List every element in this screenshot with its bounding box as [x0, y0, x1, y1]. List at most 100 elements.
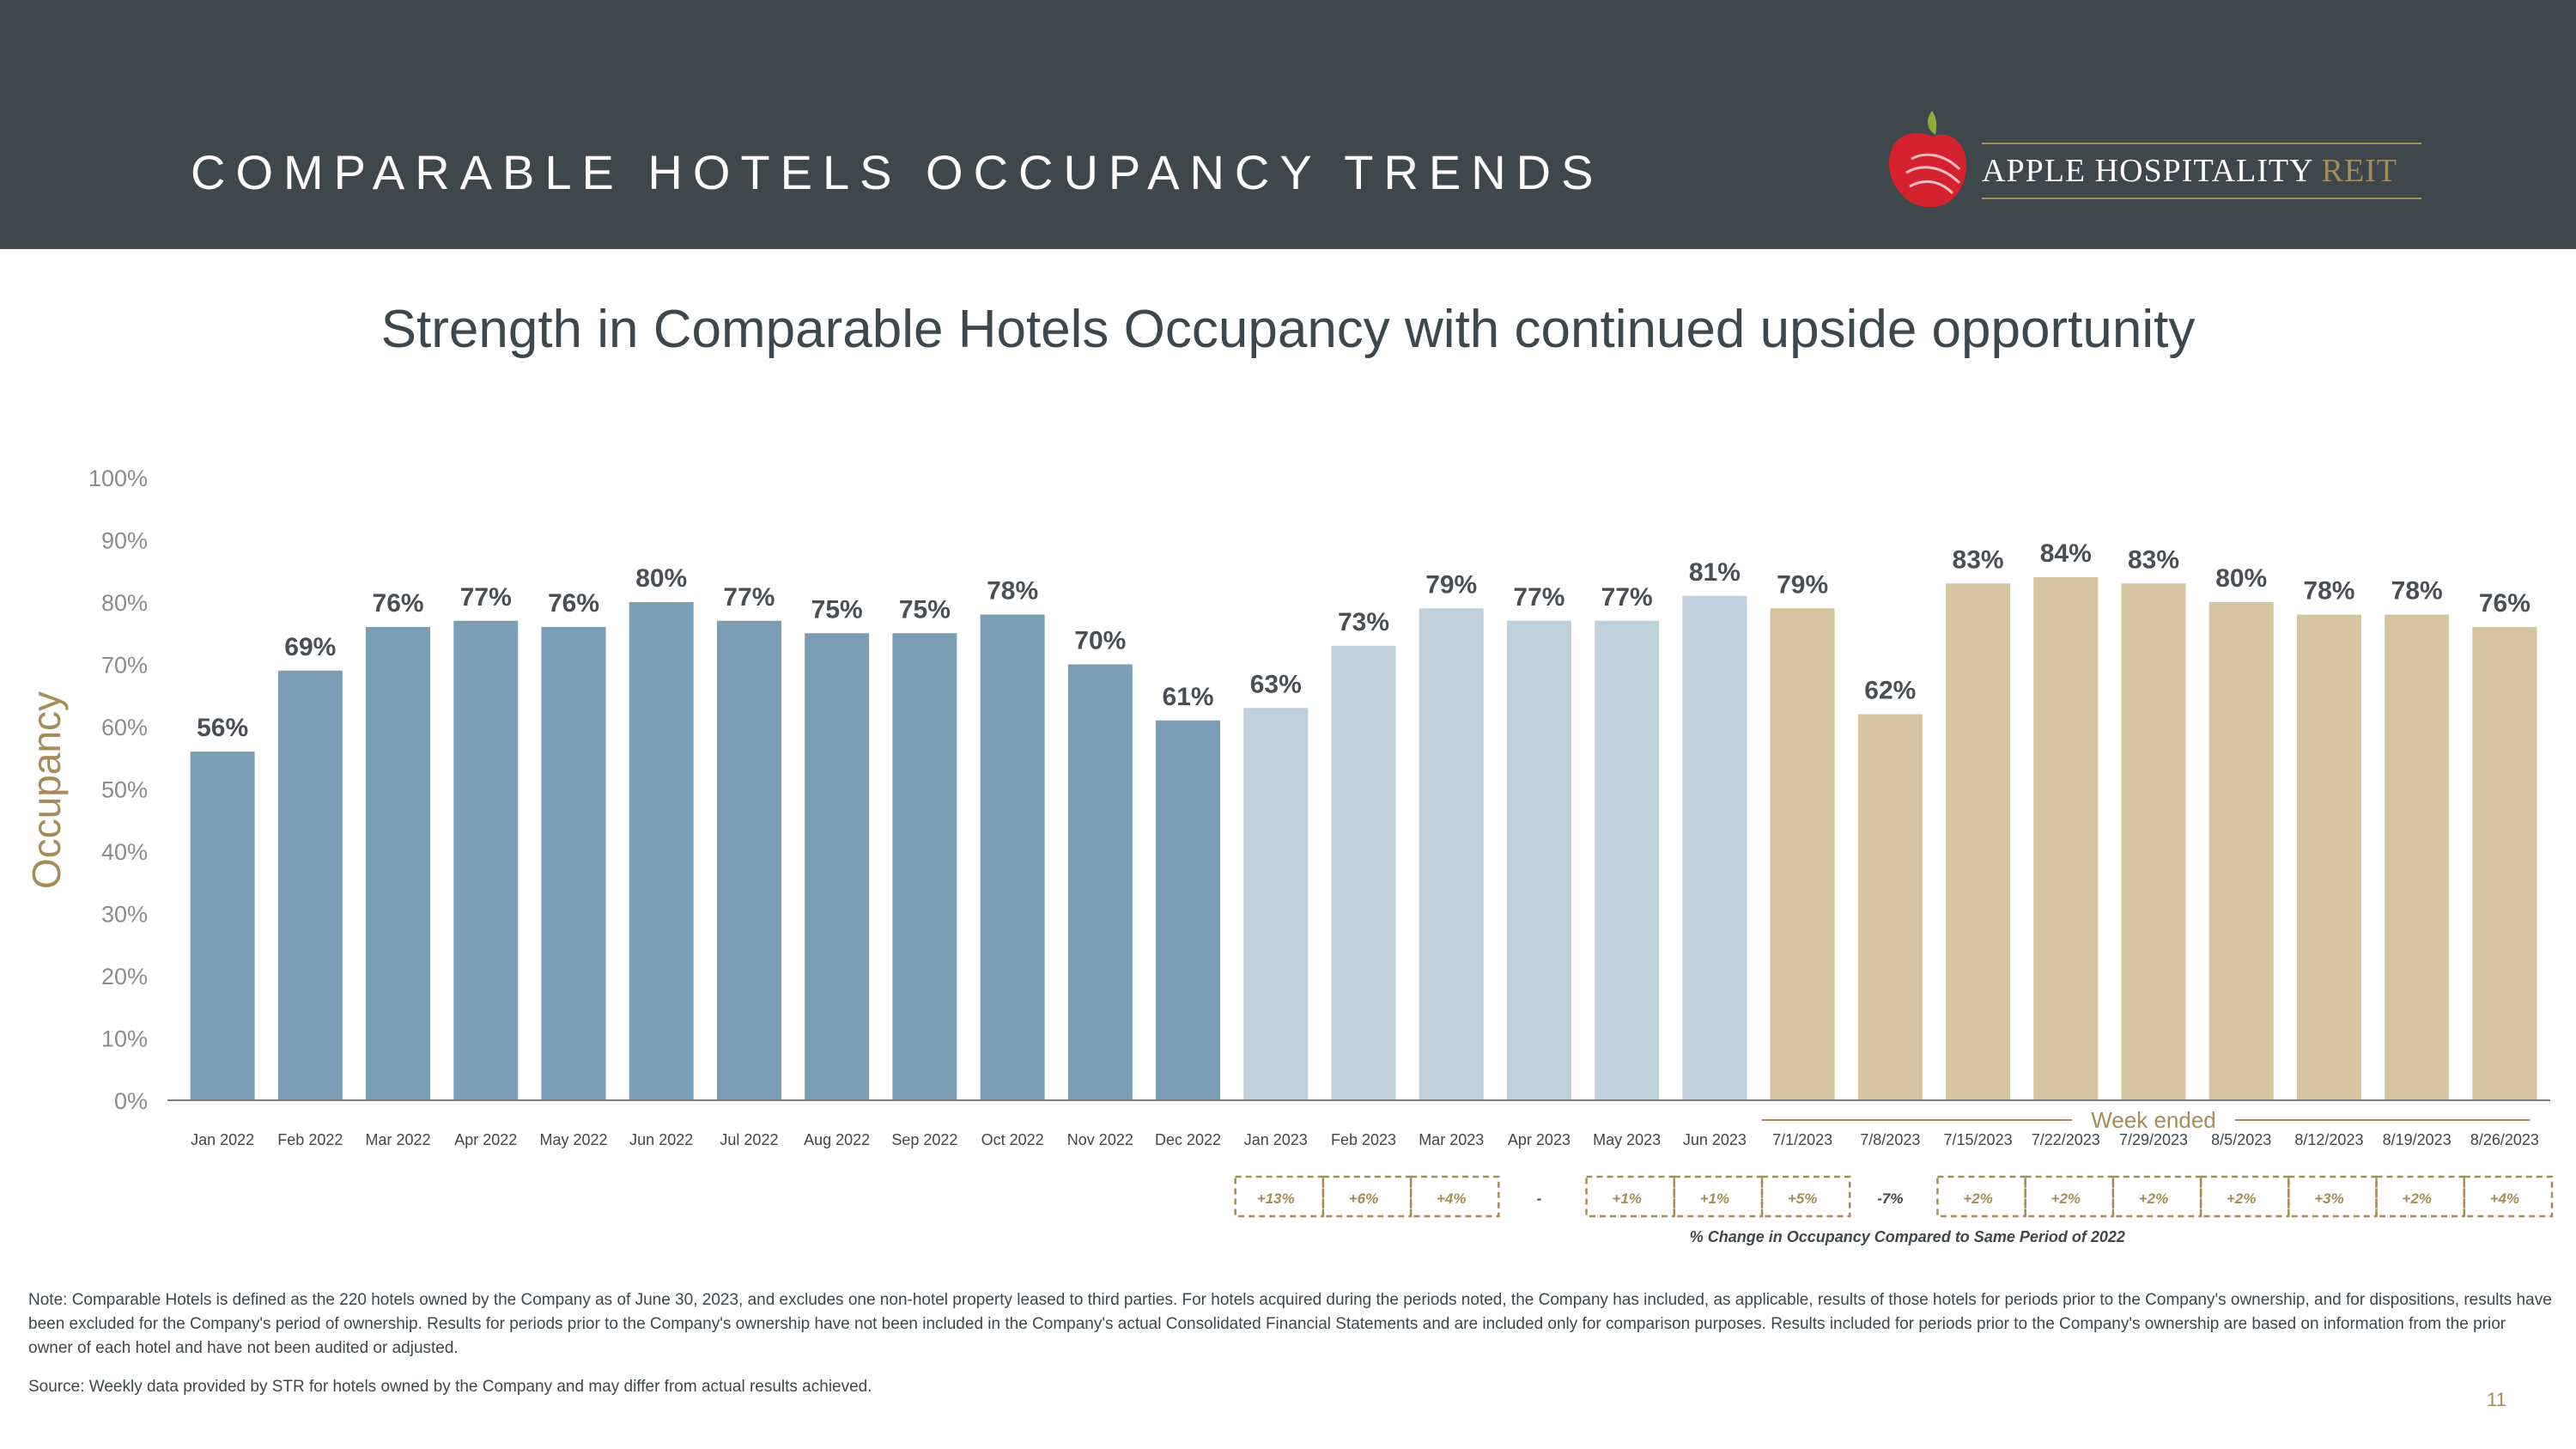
x-tick-label: Jan 2023 [1244, 1131, 1308, 1148]
change-value: +6% [1349, 1190, 1379, 1207]
y-tick-label: 10% [101, 1026, 148, 1052]
change-box [2111, 1175, 2202, 1218]
x-tick-label: 8/12/2023 [2294, 1131, 2363, 1148]
change-box [1585, 1175, 1676, 1218]
x-tick-label: Jun 2023 [1683, 1131, 1747, 1148]
y-tick-label: 40% [101, 839, 148, 865]
bar [1156, 720, 1221, 1100]
bar [2296, 614, 2361, 1100]
bar-value-label: 76% [2479, 589, 2530, 618]
bar-value-label: 77% [723, 583, 775, 612]
x-tick-label: Jan 2022 [191, 1131, 254, 1148]
change-value: +2% [2051, 1190, 2081, 1207]
x-tick-label: Apr 2022 [454, 1131, 517, 1148]
change-value: +13% [1257, 1190, 1295, 1207]
bar [366, 627, 431, 1100]
footnote-text: Note: Comparable Hotels is defined as th… [28, 1291, 2552, 1357]
bar [629, 602, 694, 1100]
bar [980, 614, 1045, 1100]
x-tick-label: Apr 2023 [1508, 1131, 1571, 1148]
header-banner: COMPARABLE HOTELS OCCUPANCY TRENDS APPLE… [0, 0, 2576, 249]
chart-subtitle: Strength in Comparable Hotels Occupancy … [380, 300, 2196, 359]
bar-value-label: 78% [2303, 577, 2354, 606]
x-tick-label: Oct 2022 [981, 1131, 1044, 1148]
change-box [1673, 1175, 1764, 1218]
x-tick-label: May 2022 [539, 1131, 607, 1148]
bar-value-label: 79% [1777, 570, 1828, 599]
bar-value-label: 84% [2040, 539, 2092, 568]
bar [1331, 645, 1396, 1100]
bar [1419, 608, 1484, 1100]
bar [1595, 620, 1660, 1100]
page-number: 11 [2487, 1389, 2506, 1410]
change-value: - [1537, 1190, 1542, 1207]
y-tick-label: 90% [101, 528, 148, 554]
x-tick-label: 7/8/2023 [1860, 1131, 1920, 1148]
x-tick-label: Jun 2022 [629, 1131, 693, 1148]
bar-value-label: 75% [899, 595, 951, 624]
x-tick-label: 8/19/2023 [2383, 1131, 2451, 1148]
bar [277, 670, 343, 1100]
bar [1857, 714, 1923, 1100]
svg-text:APPLE HOSPITALITY REIT: APPLE HOSPITALITY REIT [1982, 153, 2397, 189]
x-tick-label: 7/1/2023 [1772, 1131, 1832, 1148]
y-tick-label: 30% [101, 902, 148, 928]
y-axis-label: Occupancy [24, 691, 69, 889]
bar-value-label: 78% [2391, 577, 2443, 606]
y-tick-label: 50% [101, 777, 148, 803]
bar-value-label: 70% [1074, 627, 1126, 655]
page-title: COMPARABLE HOTELS OCCUPANCY TRENDS [191, 145, 1604, 199]
bar-value-label: 83% [2128, 545, 2179, 574]
x-tick-label: 7/22/2023 [2032, 1131, 2100, 1148]
bar [1946, 583, 2011, 1100]
bar [2472, 627, 2537, 1100]
change-value: +4% [1437, 1190, 1467, 1207]
x-tick-label: Feb 2023 [1331, 1131, 1396, 1148]
y-tick-label: 100% [88, 466, 148, 491]
bar-value-label: 76% [373, 589, 424, 618]
bar [2121, 583, 2186, 1100]
y-tick-label: 60% [101, 715, 148, 740]
change-value: +1% [1700, 1190, 1730, 1207]
bar-value-label: 77% [1513, 583, 1564, 612]
bar-value-label: 80% [635, 564, 687, 593]
bar-value-label: 62% [1864, 677, 1916, 705]
x-tick-label: May 2023 [1593, 1131, 1661, 1148]
source-text: Source: Weekly data provided by STR for … [28, 1378, 872, 1396]
bar [190, 752, 255, 1100]
change-caption: % Change in Occupancy Compared to Same P… [1690, 1228, 2125, 1245]
apple-leaf-icon [1928, 111, 1937, 135]
bar [2033, 577, 2099, 1100]
change-value: +2% [1963, 1190, 1993, 1207]
change-box [2463, 1175, 2554, 1218]
bar-value-label: 83% [1953, 545, 2004, 574]
week-ended-label: Week ended [2091, 1107, 2216, 1133]
bar [1682, 595, 1747, 1100]
x-tick-label: 7/29/2023 [2119, 1131, 2188, 1148]
y-tick-label: 70% [101, 653, 148, 679]
x-tick-label: Dec 2022 [1155, 1131, 1221, 1148]
x-tick-label: Sep 2022 [891, 1131, 957, 1148]
bar-value-label: 81% [1689, 558, 1741, 587]
x-tick-label: 7/15/2023 [1944, 1131, 2013, 1148]
bar-value-label: 78% [987, 577, 1038, 606]
company-logo: APPLE HOSPITALITY REIT [1888, 111, 2421, 208]
bar [892, 633, 957, 1100]
bar-value-label: 56% [197, 714, 248, 742]
change-box [2287, 1175, 2378, 1218]
change-value: +3% [2314, 1190, 2344, 1207]
bar-value-label: 61% [1163, 683, 1214, 711]
change-box [1936, 1175, 2026, 1218]
bar-value-label: 76% [548, 589, 599, 618]
y-tick-label: 20% [101, 964, 148, 989]
logo-text-main: APPLE HOSPITALITY [1982, 153, 2322, 189]
x-tick-label: Feb 2022 [277, 1131, 343, 1148]
bar [1243, 708, 1309, 1100]
bar-value-label: 80% [2215, 564, 2267, 593]
bar [1067, 664, 1133, 1100]
change-value: +1% [1612, 1190, 1642, 1207]
change-box [1760, 1175, 1851, 1218]
bar-value-label: 69% [284, 633, 336, 661]
change-box [1234, 1175, 1325, 1218]
